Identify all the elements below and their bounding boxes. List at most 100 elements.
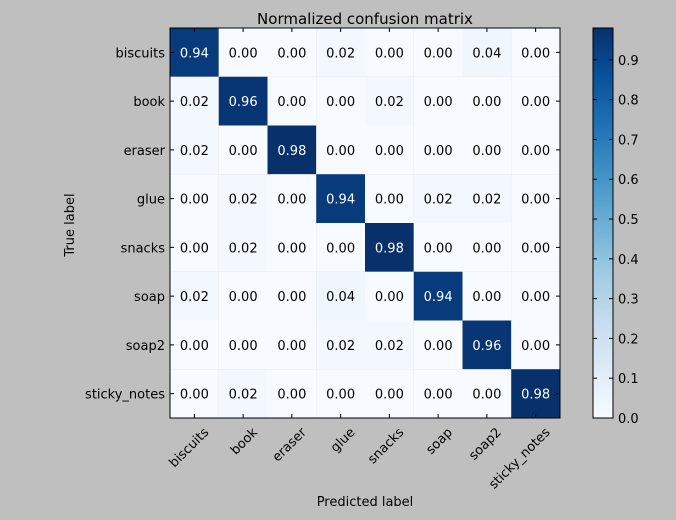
cell-value-snacks-glue: 0.00: [326, 241, 355, 256]
cell-value-sticky-notes-snacks: 0.00: [375, 388, 404, 403]
col-label-soap2: soap2: [466, 425, 504, 463]
cell-value-book-biscuits: 0.02: [180, 95, 209, 110]
cell-value-sticky-notes-sticky-notes: 0.98: [521, 388, 550, 403]
row-tick-labels: biscuits book eraser glue snacks soap soap2 sti…: [85, 46, 560, 403]
cell-soap2-eraser: [267, 320, 317, 370]
cell-soap-eraser: [267, 271, 317, 321]
cell-value-book-soap: 0.00: [424, 95, 453, 110]
row-label-sticky-notes: sticky_notes: [85, 388, 165, 403]
cell-book-book: [218, 76, 268, 126]
cell-value-glue-soap: 0.02: [424, 193, 453, 208]
cell-sticky-notes-soap2: [462, 369, 512, 418]
cell-sticky-notes-biscuits: [170, 369, 219, 418]
row-label-soap2: soap2: [126, 339, 165, 354]
cell-value-snacks-snacks: 0.98: [375, 241, 404, 256]
cell-value-sticky-notes-glue: 0.00: [326, 388, 355, 403]
cell-value-glue-snacks: 0.00: [375, 193, 404, 208]
cell-snacks-glue: [316, 223, 365, 272]
cell-value-soap-sticky-notes: 0.00: [521, 290, 550, 305]
cell-biscuits-biscuits: [170, 28, 219, 77]
cell-snacks-biscuits: [170, 223, 219, 272]
cell-value-book-soap2: 0.00: [472, 95, 501, 110]
cell-biscuits-book: [218, 28, 268, 77]
x-axis-label: Predicted label: [317, 495, 414, 510]
cell-biscuits-glue: [316, 28, 365, 77]
heatmap-cells: [170, 28, 560, 418]
cell-value-soap2-soap: 0.00: [424, 339, 453, 354]
colorbar-tick-label: 0.4: [618, 253, 639, 268]
colorbar-ticks: 0.0 0.1 0.2 0.3 0.4 0.5 0.6 0.7 0.8 0.9: [593, 54, 639, 427]
cell-value-book-snacks: 0.02: [375, 95, 404, 110]
cell-biscuits-soap: [413, 28, 463, 77]
col-label-eraser: eraser: [270, 425, 310, 465]
cell-value-book-eraser: 0.00: [277, 95, 306, 110]
cell-soap-soap: [413, 271, 463, 321]
plot-frame: [169, 27, 561, 419]
cell-value-soap-biscuits: 0.02: [180, 290, 209, 305]
colorbar-tick-label: 0.1: [618, 372, 639, 387]
row-label-book: book: [133, 95, 165, 110]
cell-value-soap-eraser: 0.00: [277, 290, 306, 305]
cell-eraser-glue: [316, 125, 365, 175]
cell-eraser-soap: [413, 125, 463, 175]
cell-snacks-snacks: [365, 223, 414, 272]
cell-soap-sticky-notes: [511, 271, 560, 321]
cell-value-soap2-eraser: 0.00: [277, 339, 306, 354]
cell-value-eraser-soap: 0.00: [424, 144, 453, 159]
cell-book-biscuits: [170, 76, 219, 126]
cell-value-biscuits-biscuits: 0.94: [180, 46, 209, 61]
cell-value-glue-sticky-notes: 0.00: [521, 193, 550, 208]
cell-soap2-book: [218, 320, 268, 370]
cell-value-eraser-book: 0.00: [229, 144, 258, 159]
cell-sticky-notes-book: [218, 369, 268, 418]
cell-snacks-sticky-notes: [511, 223, 560, 272]
cell-value-eraser-sticky-notes: 0.00: [521, 144, 550, 159]
cell-glue-glue: [316, 174, 365, 223]
cell-soap2-soap: [413, 320, 463, 370]
row-label-biscuits: biscuits: [115, 46, 165, 61]
col-label-snacks: snacks: [365, 425, 407, 467]
colorbar-tick-label: 0.6: [618, 173, 639, 188]
cell-value-soap-glue: 0.04: [326, 290, 355, 305]
cell-eraser-sticky-notes: [511, 125, 560, 175]
cell-soap-glue: [316, 271, 365, 321]
heatmap-cell-labels: 0.94 0.00 0.00 0.02 0.00 0.00 0.04 0.00 0.02 0.96…: [180, 46, 550, 402]
cell-glue-eraser: [267, 174, 317, 223]
cell-value-snacks-soap: 0.00: [424, 241, 453, 256]
cell-value-eraser-biscuits: 0.02: [180, 144, 209, 159]
cell-value-glue-book: 0.02: [229, 193, 258, 208]
cell-value-soap2-snacks: 0.02: [375, 339, 404, 354]
cell-book-sticky-notes: [511, 76, 560, 126]
cell-value-soap2-biscuits: 0.00: [180, 339, 209, 354]
cell-value-biscuits-glue: 0.02: [326, 46, 355, 61]
colorbar-tick-label: 0.7: [618, 133, 639, 148]
cell-soap2-soap2: [462, 320, 512, 370]
cell-snacks-eraser: [267, 223, 317, 272]
cell-snacks-book: [218, 223, 268, 272]
cell-sticky-notes-snacks: [365, 369, 414, 418]
cell-soap-biscuits: [170, 271, 219, 321]
colorbar-tick-label: 0.9: [618, 54, 639, 69]
cell-value-glue-glue: 0.94: [326, 193, 355, 208]
cell-value-sticky-notes-biscuits: 0.00: [180, 388, 209, 403]
cell-soap-snacks: [365, 271, 414, 321]
cell-biscuits-soap2: [462, 28, 512, 77]
colorbar: [592, 27, 614, 419]
cell-value-snacks-book: 0.02: [229, 241, 258, 256]
cell-eraser-soap2: [462, 125, 512, 175]
row-label-soap: soap: [134, 290, 165, 305]
col-label-glue: glue: [328, 425, 358, 455]
cell-sticky-notes-eraser: [267, 369, 317, 418]
colorbar-tick-label: 0.5: [618, 213, 639, 228]
cell-value-soap2-glue: 0.02: [326, 339, 355, 354]
cell-value-sticky-notes-eraser: 0.00: [277, 388, 306, 403]
cell-snacks-soap2: [462, 223, 512, 272]
cell-book-soap: [413, 76, 463, 126]
cell-book-soap2: [462, 76, 512, 126]
cell-value-sticky-notes-soap2: 0.00: [472, 388, 501, 403]
cell-value-snacks-soap2: 0.00: [472, 241, 501, 256]
cell-eraser-snacks: [365, 125, 414, 175]
cell-value-eraser-glue: 0.00: [326, 144, 355, 159]
cell-value-sticky-notes-soap: 0.00: [424, 388, 453, 403]
